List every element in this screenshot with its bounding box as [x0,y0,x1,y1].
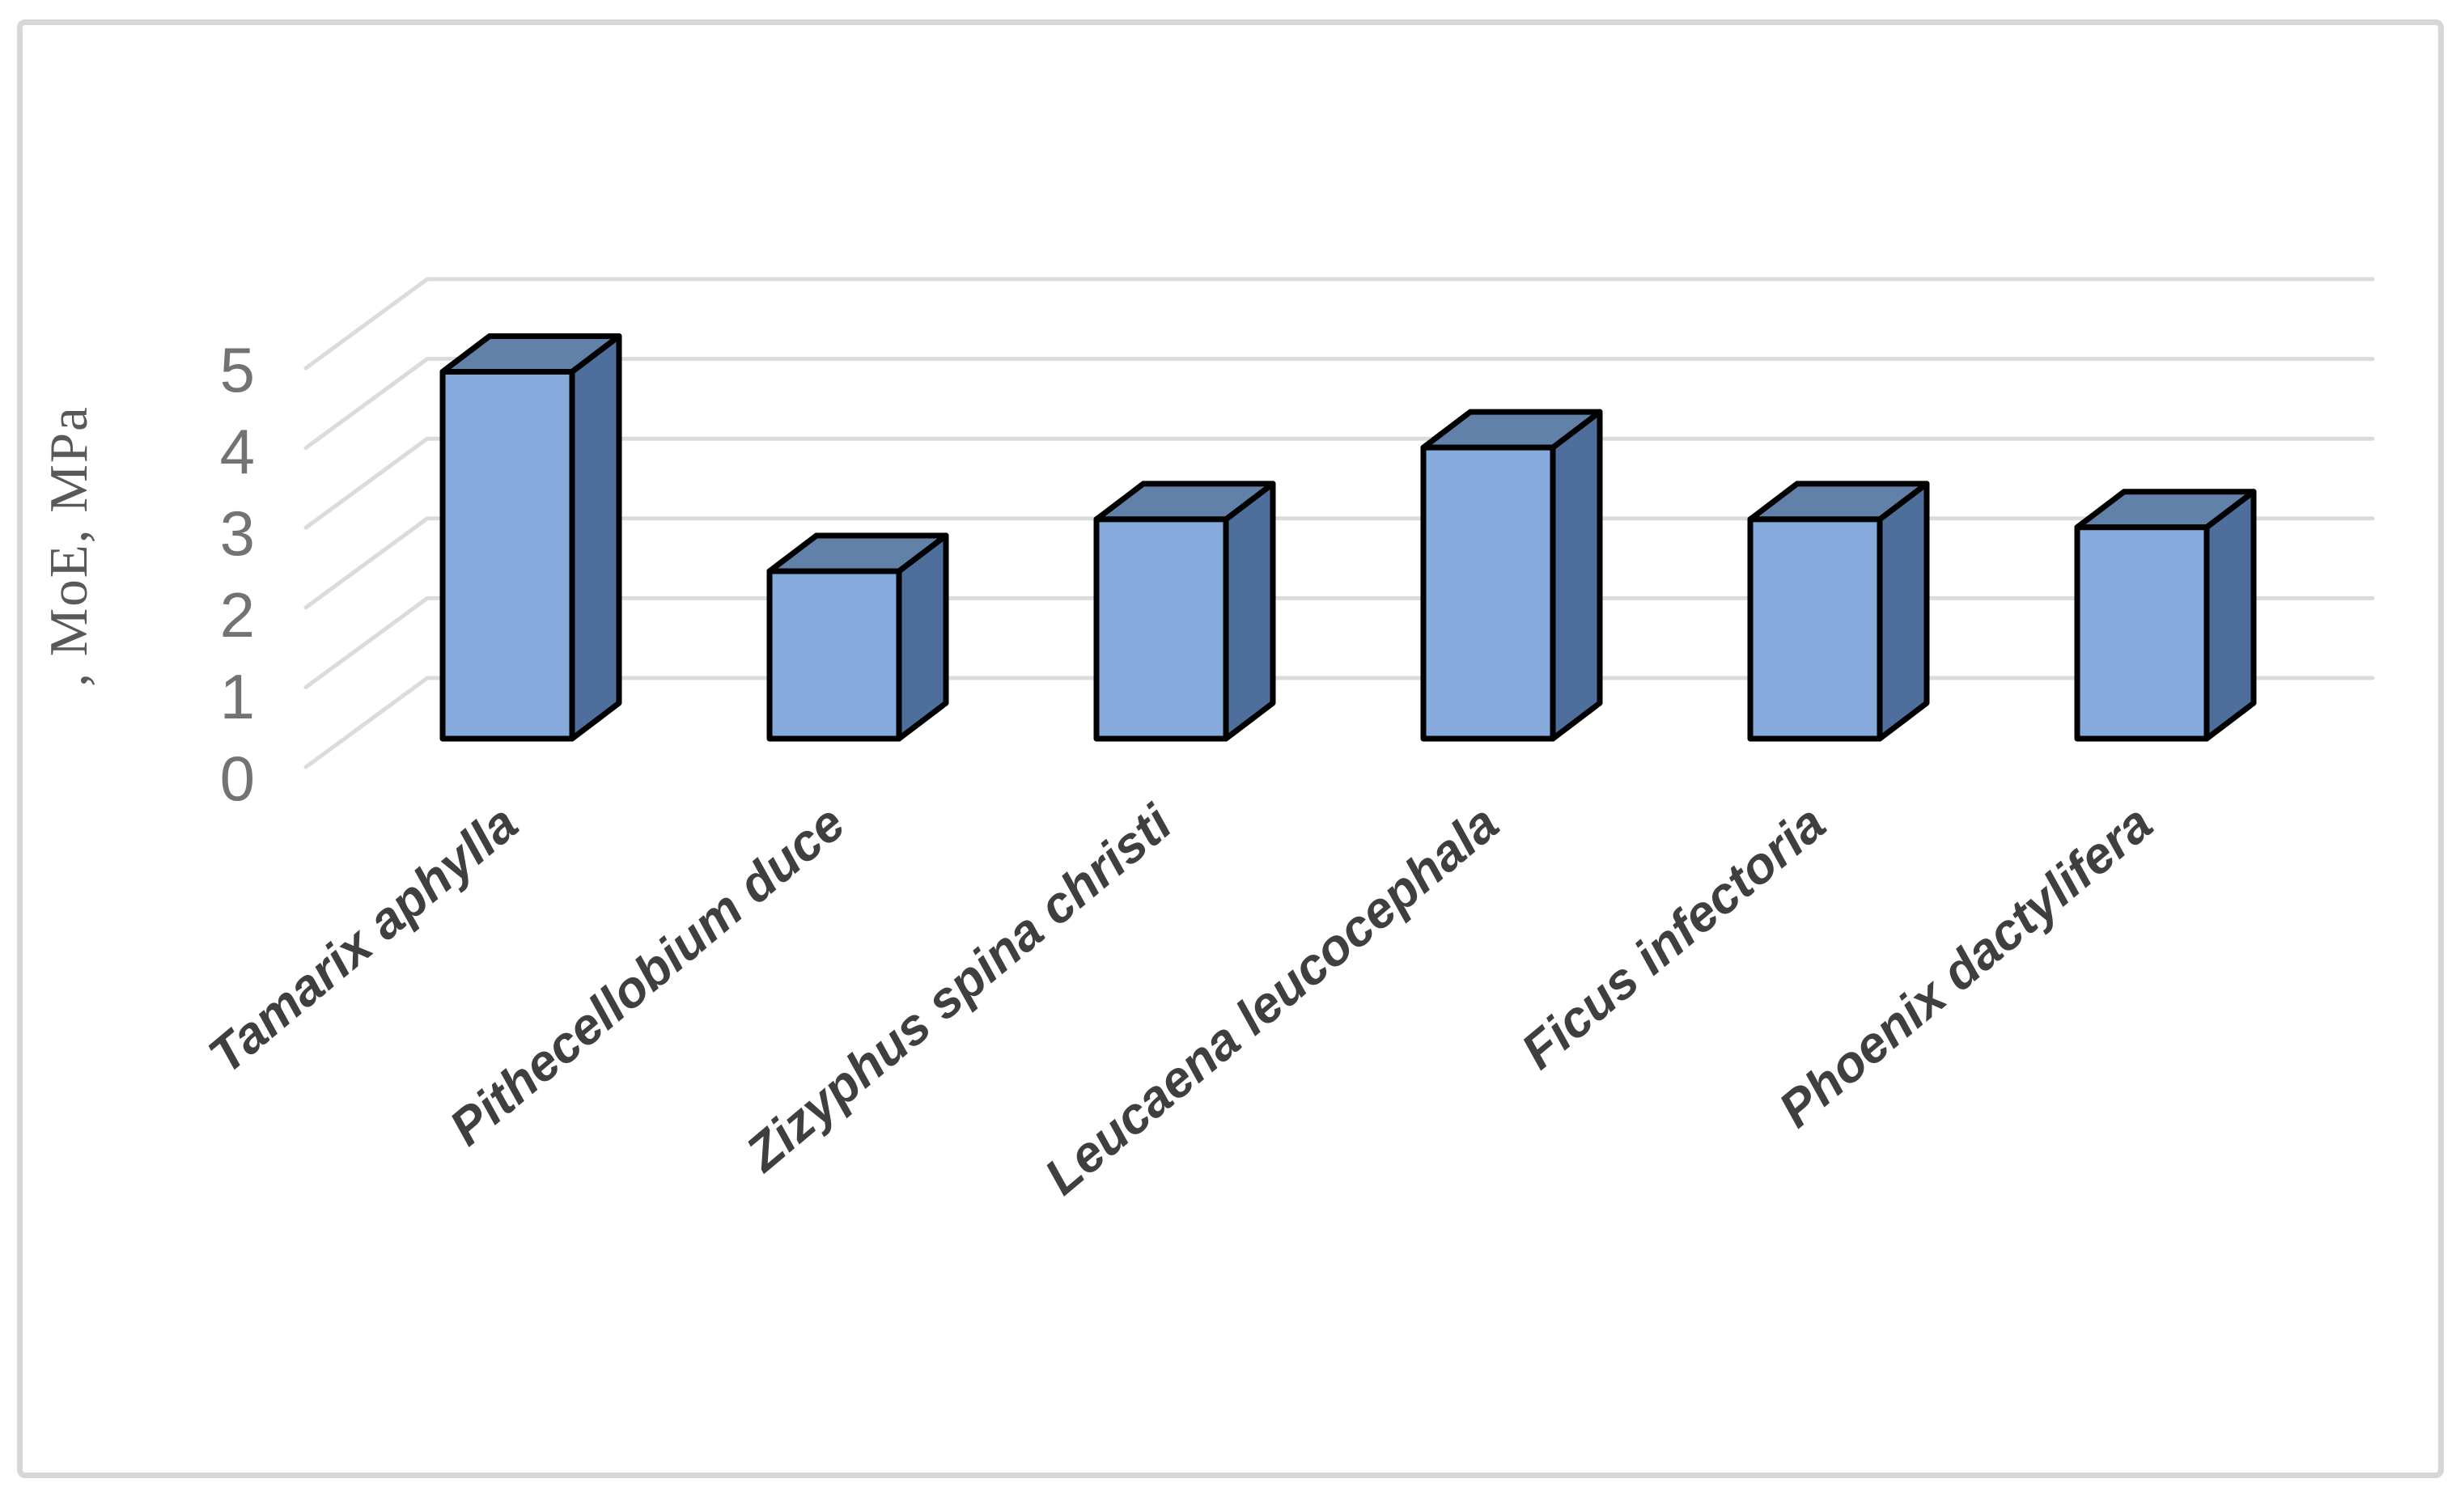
bar-front-face [1093,516,1229,742]
y-tick-label: 2 [220,579,255,650]
x-category-label: Ficus infectoria [1511,794,1836,1080]
gridline [303,436,2375,530]
bar-side-face [1550,409,1603,742]
bar-0 [439,333,622,742]
bar-4 [1747,481,1930,742]
y-tick-label: 3 [220,498,255,569]
bar-side-face [1877,481,1930,742]
bar-front-face [1420,444,1556,742]
y-tick-label: 5 [220,334,255,405]
gridlines [303,277,2375,769]
gridline [303,676,2375,769]
bar-front-face [2074,524,2210,742]
bar-side-face [569,333,622,742]
bar-3 [1420,409,1603,742]
gridline [303,516,2375,610]
y-axis-title: , MoE, MPa [39,405,99,687]
chart-frame-border [17,19,2444,1478]
bar-front-face [766,568,902,742]
bar-5 [2074,489,2257,742]
bar-front-face [1747,516,1883,742]
bar-1 [766,532,949,742]
x-category-label: Phoenix dactylifera [1768,794,2163,1138]
bar-2 [1093,481,1276,742]
y-tick-label: 4 [220,416,255,487]
y-tick-label: 1 [220,661,255,732]
bar-side-face [1223,481,1276,742]
bar-side-face [2203,489,2257,742]
gridline [303,357,2375,451]
x-category-label: Tamarix aphylla [198,794,528,1084]
y-tick-label: 0 [220,743,255,814]
bar-series [439,333,2257,742]
bar-front-face [439,368,575,742]
gridline [303,595,2375,689]
gridline [303,277,2375,371]
y-axis-labels: 0 1 2 3 4 5 [220,334,255,814]
